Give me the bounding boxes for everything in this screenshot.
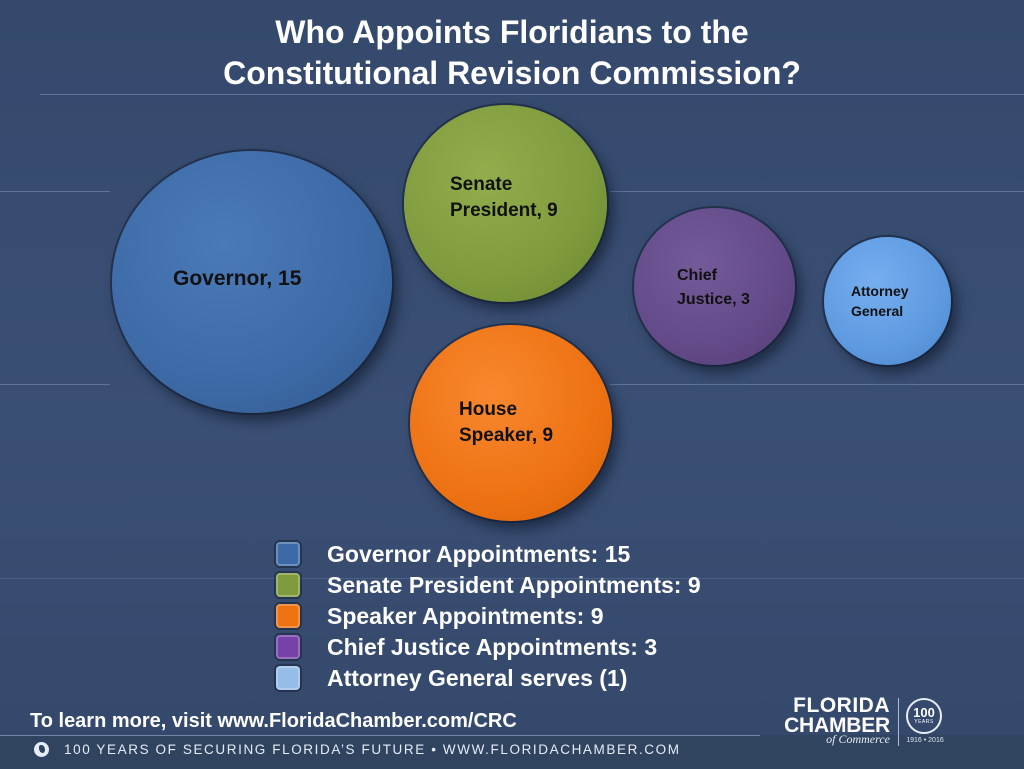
house-speaker-bubble: [410, 325, 612, 521]
footer-tagline: 100 YEARS OF SECURING FLORIDA’S FUTURE •…: [64, 742, 681, 757]
legend-swatch: [276, 666, 300, 690]
divider-line: [40, 94, 1024, 95]
senate-president-label: Senate President, 9: [450, 174, 558, 221]
logo-line-1: FLORIDA: [793, 694, 890, 717]
legend-label: Chief Justice Appointments: 3: [327, 634, 658, 660]
governor-bubble: [112, 151, 392, 413]
logo-line-2: CHAMBER: [784, 714, 890, 737]
legend-label: Senate President Appointments: 9: [327, 572, 701, 598]
attorney-general-label: Attorney General: [851, 283, 909, 319]
footer-bar: [0, 735, 1024, 769]
legend-swatch: [276, 542, 300, 566]
divider-line: [0, 578, 1024, 579]
legend-swatch: [276, 573, 300, 597]
divider-line: [610, 191, 1024, 192]
governor-label: Governor, 15: [173, 267, 302, 290]
senate-president-bubble: [404, 105, 607, 302]
leaf-icon: [34, 742, 49, 757]
florida-chamber-logo: FLORIDA CHAMBER of Commerce: [768, 695, 898, 750]
legend-swatch: [276, 635, 300, 659]
seal-years: 1916 • 2016: [906, 737, 944, 744]
logo-line-3: of Commerce: [826, 732, 890, 746]
page-title: Who Appoints Floridians to the Constitut…: [0, 12, 1024, 94]
legend-label: Governor Appointments: 15: [327, 541, 631, 567]
centennial-seal-icon: 100 YEARS: [906, 698, 942, 734]
legend-swatch: [276, 604, 300, 628]
seal-number: 100: [913, 705, 935, 720]
divider-line: [0, 191, 110, 192]
divider-line: [0, 384, 110, 385]
title-line-1: Who Appoints Floridians to the: [275, 14, 749, 50]
chief-justice-bubble: [634, 208, 795, 365]
house-speaker-label: House Speaker, 9: [459, 399, 554, 446]
chief-justice-label: Chief Justice, 3: [677, 267, 750, 308]
seal-sub: YEARS: [914, 719, 934, 725]
legend-label: Attorney General serves (1): [327, 665, 628, 691]
logo-divider: [898, 698, 899, 746]
divider-line: [610, 384, 1024, 385]
legend-label: Speaker Appointments: 9: [327, 603, 604, 629]
footer-divider: [0, 735, 760, 736]
title-line-2: Constitutional Revision Commission?: [223, 55, 801, 91]
learn-more-link[interactable]: To learn more, visit www.FloridaChamber.…: [30, 710, 517, 732]
attorney-general-bubble: [824, 237, 951, 365]
